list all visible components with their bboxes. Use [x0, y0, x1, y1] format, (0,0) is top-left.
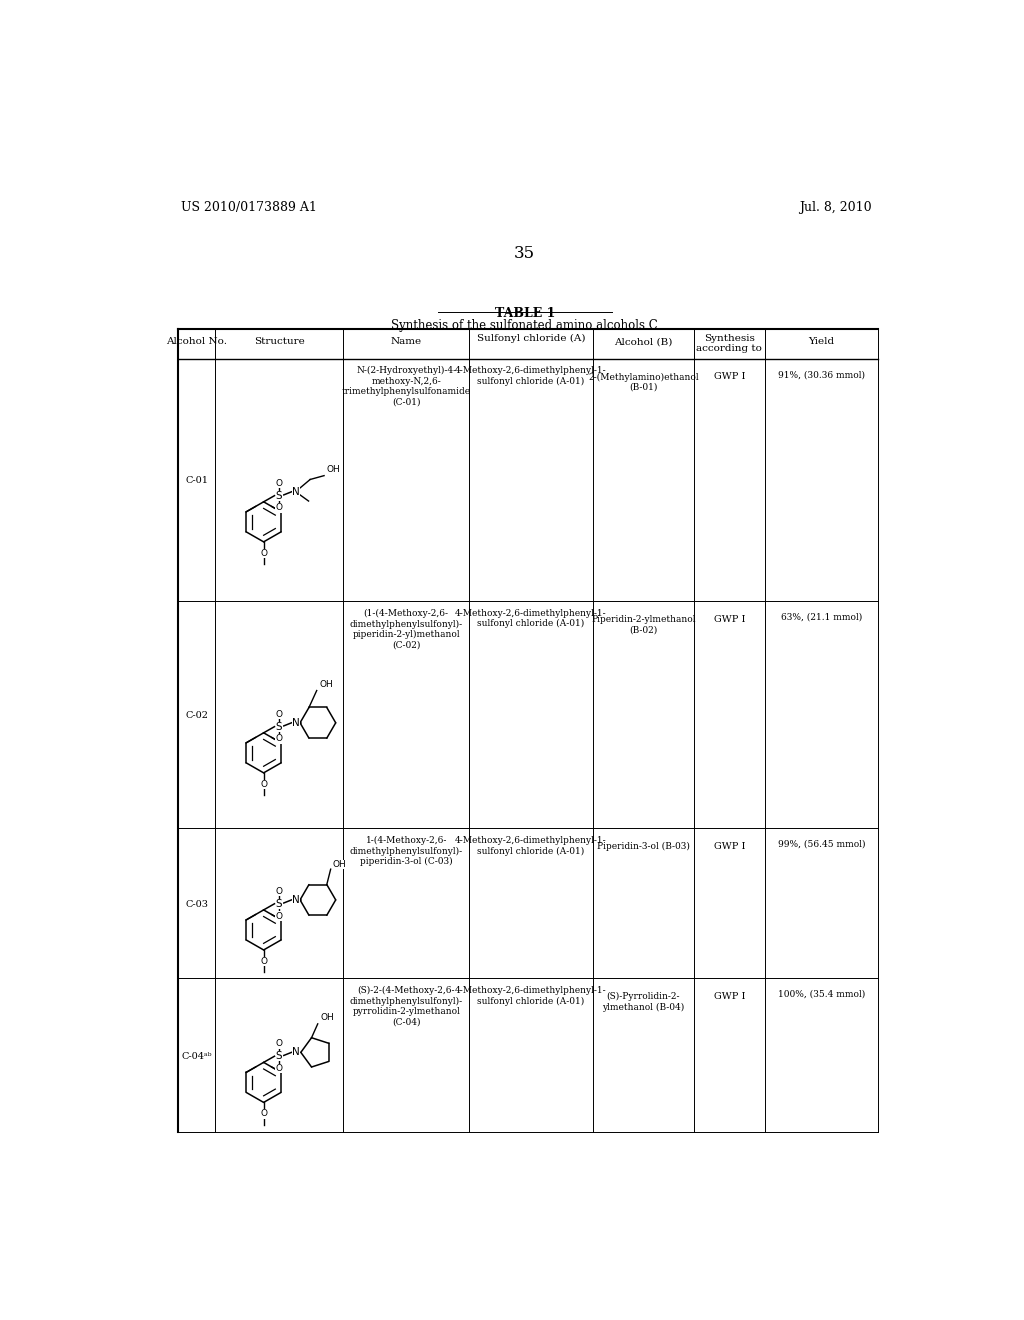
- Text: (1-(4-Methoxy-2,6-
dimethylphenylsulfonyl)-
piperidin-2-yl)methanol
(C-02): (1-(4-Methoxy-2,6- dimethylphenylsulfony…: [349, 609, 463, 649]
- Text: N: N: [292, 895, 300, 906]
- Text: N-(2-Hydroxyethyl)-4-
methoxy-N,2,6-
trimethylphenylsulfonamide
(C-01): N-(2-Hydroxyethyl)-4- methoxy-N,2,6- tri…: [342, 367, 471, 407]
- Text: N: N: [292, 1047, 300, 1057]
- Text: C-04ᵃᵇ: C-04ᵃᵇ: [181, 1052, 212, 1061]
- Text: S: S: [275, 722, 283, 731]
- Text: 4-Methoxy-2,6-dimethylphenyl-1-
sulfonyl chloride (A-01): 4-Methoxy-2,6-dimethylphenyl-1- sulfonyl…: [456, 367, 607, 385]
- Text: O: O: [275, 912, 283, 920]
- Text: O: O: [260, 780, 267, 789]
- Text: S: S: [275, 1051, 283, 1061]
- Text: Structure: Structure: [254, 337, 304, 346]
- Text: Alcohol (B): Alcohol (B): [614, 337, 673, 346]
- Text: O: O: [275, 1039, 283, 1048]
- Text: O: O: [275, 1064, 283, 1073]
- Text: 91%, (30.36 mmol): 91%, (30.36 mmol): [778, 370, 865, 379]
- Text: OH: OH: [319, 680, 333, 689]
- Text: GWP I: GWP I: [714, 993, 745, 1002]
- Text: GWP I: GWP I: [714, 615, 745, 624]
- Text: GWP I: GWP I: [714, 372, 745, 381]
- Text: OH: OH: [327, 465, 340, 474]
- Text: O: O: [275, 887, 283, 896]
- Text: S: S: [275, 491, 283, 500]
- Text: O: O: [260, 957, 267, 966]
- Text: O: O: [260, 1110, 267, 1118]
- Text: C-03: C-03: [185, 900, 208, 909]
- Text: Sulfonyl chloride (A): Sulfonyl chloride (A): [477, 334, 586, 343]
- Text: 4-Methoxy-2,6-dimethylphenyl-1-
sulfonyl chloride (A-01): 4-Methoxy-2,6-dimethylphenyl-1- sulfonyl…: [456, 609, 607, 628]
- Text: TABLE 1: TABLE 1: [495, 308, 555, 319]
- Text: 100%, (35.4 mmol): 100%, (35.4 mmol): [778, 990, 865, 999]
- Text: C-01: C-01: [185, 477, 208, 486]
- Text: Name: Name: [391, 337, 422, 346]
- Text: 99%, (56.45 mmol): 99%, (56.45 mmol): [778, 840, 865, 849]
- Text: Yield: Yield: [809, 337, 835, 346]
- Text: Synthesis of the sulfonated amino alcohols C: Synthesis of the sulfonated amino alcoho…: [391, 318, 658, 331]
- Text: C-02: C-02: [185, 711, 208, 721]
- Text: Alcohol No.: Alcohol No.: [166, 337, 227, 346]
- Text: (S)-2-(4-Methoxy-2,6-
dimethylphenylsulfonyl)-
pyrrolidin-2-ylmethanol
(C-04): (S)-2-(4-Methoxy-2,6- dimethylphenylsulf…: [349, 986, 463, 1027]
- Text: Piperidin-2-ylmethanol
(B-02): Piperidin-2-ylmethanol (B-02): [591, 615, 695, 635]
- Text: Piperidin-3-ol (B-03): Piperidin-3-ol (B-03): [597, 842, 690, 851]
- Text: O: O: [275, 479, 283, 488]
- Text: OH: OH: [332, 861, 346, 869]
- Text: S: S: [275, 899, 283, 908]
- Text: 63%, (21.1 mmol): 63%, (21.1 mmol): [781, 612, 862, 622]
- Text: Synthesis
according to: Synthesis according to: [696, 334, 762, 354]
- Text: 1-(4-Methoxy-2,6-
dimethylphenylsulfonyl)-
piperidin-3-ol (C-03): 1-(4-Methoxy-2,6- dimethylphenylsulfonyl…: [349, 836, 463, 866]
- Text: US 2010/0173889 A1: US 2010/0173889 A1: [180, 201, 316, 214]
- Text: O: O: [275, 503, 283, 512]
- Text: O: O: [275, 710, 283, 719]
- Text: 4-Methoxy-2,6-dimethylphenyl-1-
sulfonyl chloride (A-01): 4-Methoxy-2,6-dimethylphenyl-1- sulfonyl…: [456, 836, 607, 855]
- Text: GWP I: GWP I: [714, 842, 745, 851]
- Text: N: N: [292, 487, 300, 496]
- Text: (S)-Pyrrolidin-2-
ylmethanol (B-04): (S)-Pyrrolidin-2- ylmethanol (B-04): [602, 993, 684, 1012]
- Text: Jul. 8, 2010: Jul. 8, 2010: [800, 201, 872, 214]
- Text: OH: OH: [321, 1014, 334, 1022]
- Text: N: N: [292, 718, 300, 727]
- Text: O: O: [260, 549, 267, 558]
- Text: 4-Methoxy-2,6-dimethylphenyl-1-
sulfonyl chloride (A-01): 4-Methoxy-2,6-dimethylphenyl-1- sulfonyl…: [456, 986, 607, 1006]
- Text: O: O: [275, 734, 283, 743]
- Text: 35: 35: [514, 244, 536, 261]
- Text: 2-(Methylamino)ethanol
(B-01): 2-(Methylamino)ethanol (B-01): [588, 372, 698, 392]
